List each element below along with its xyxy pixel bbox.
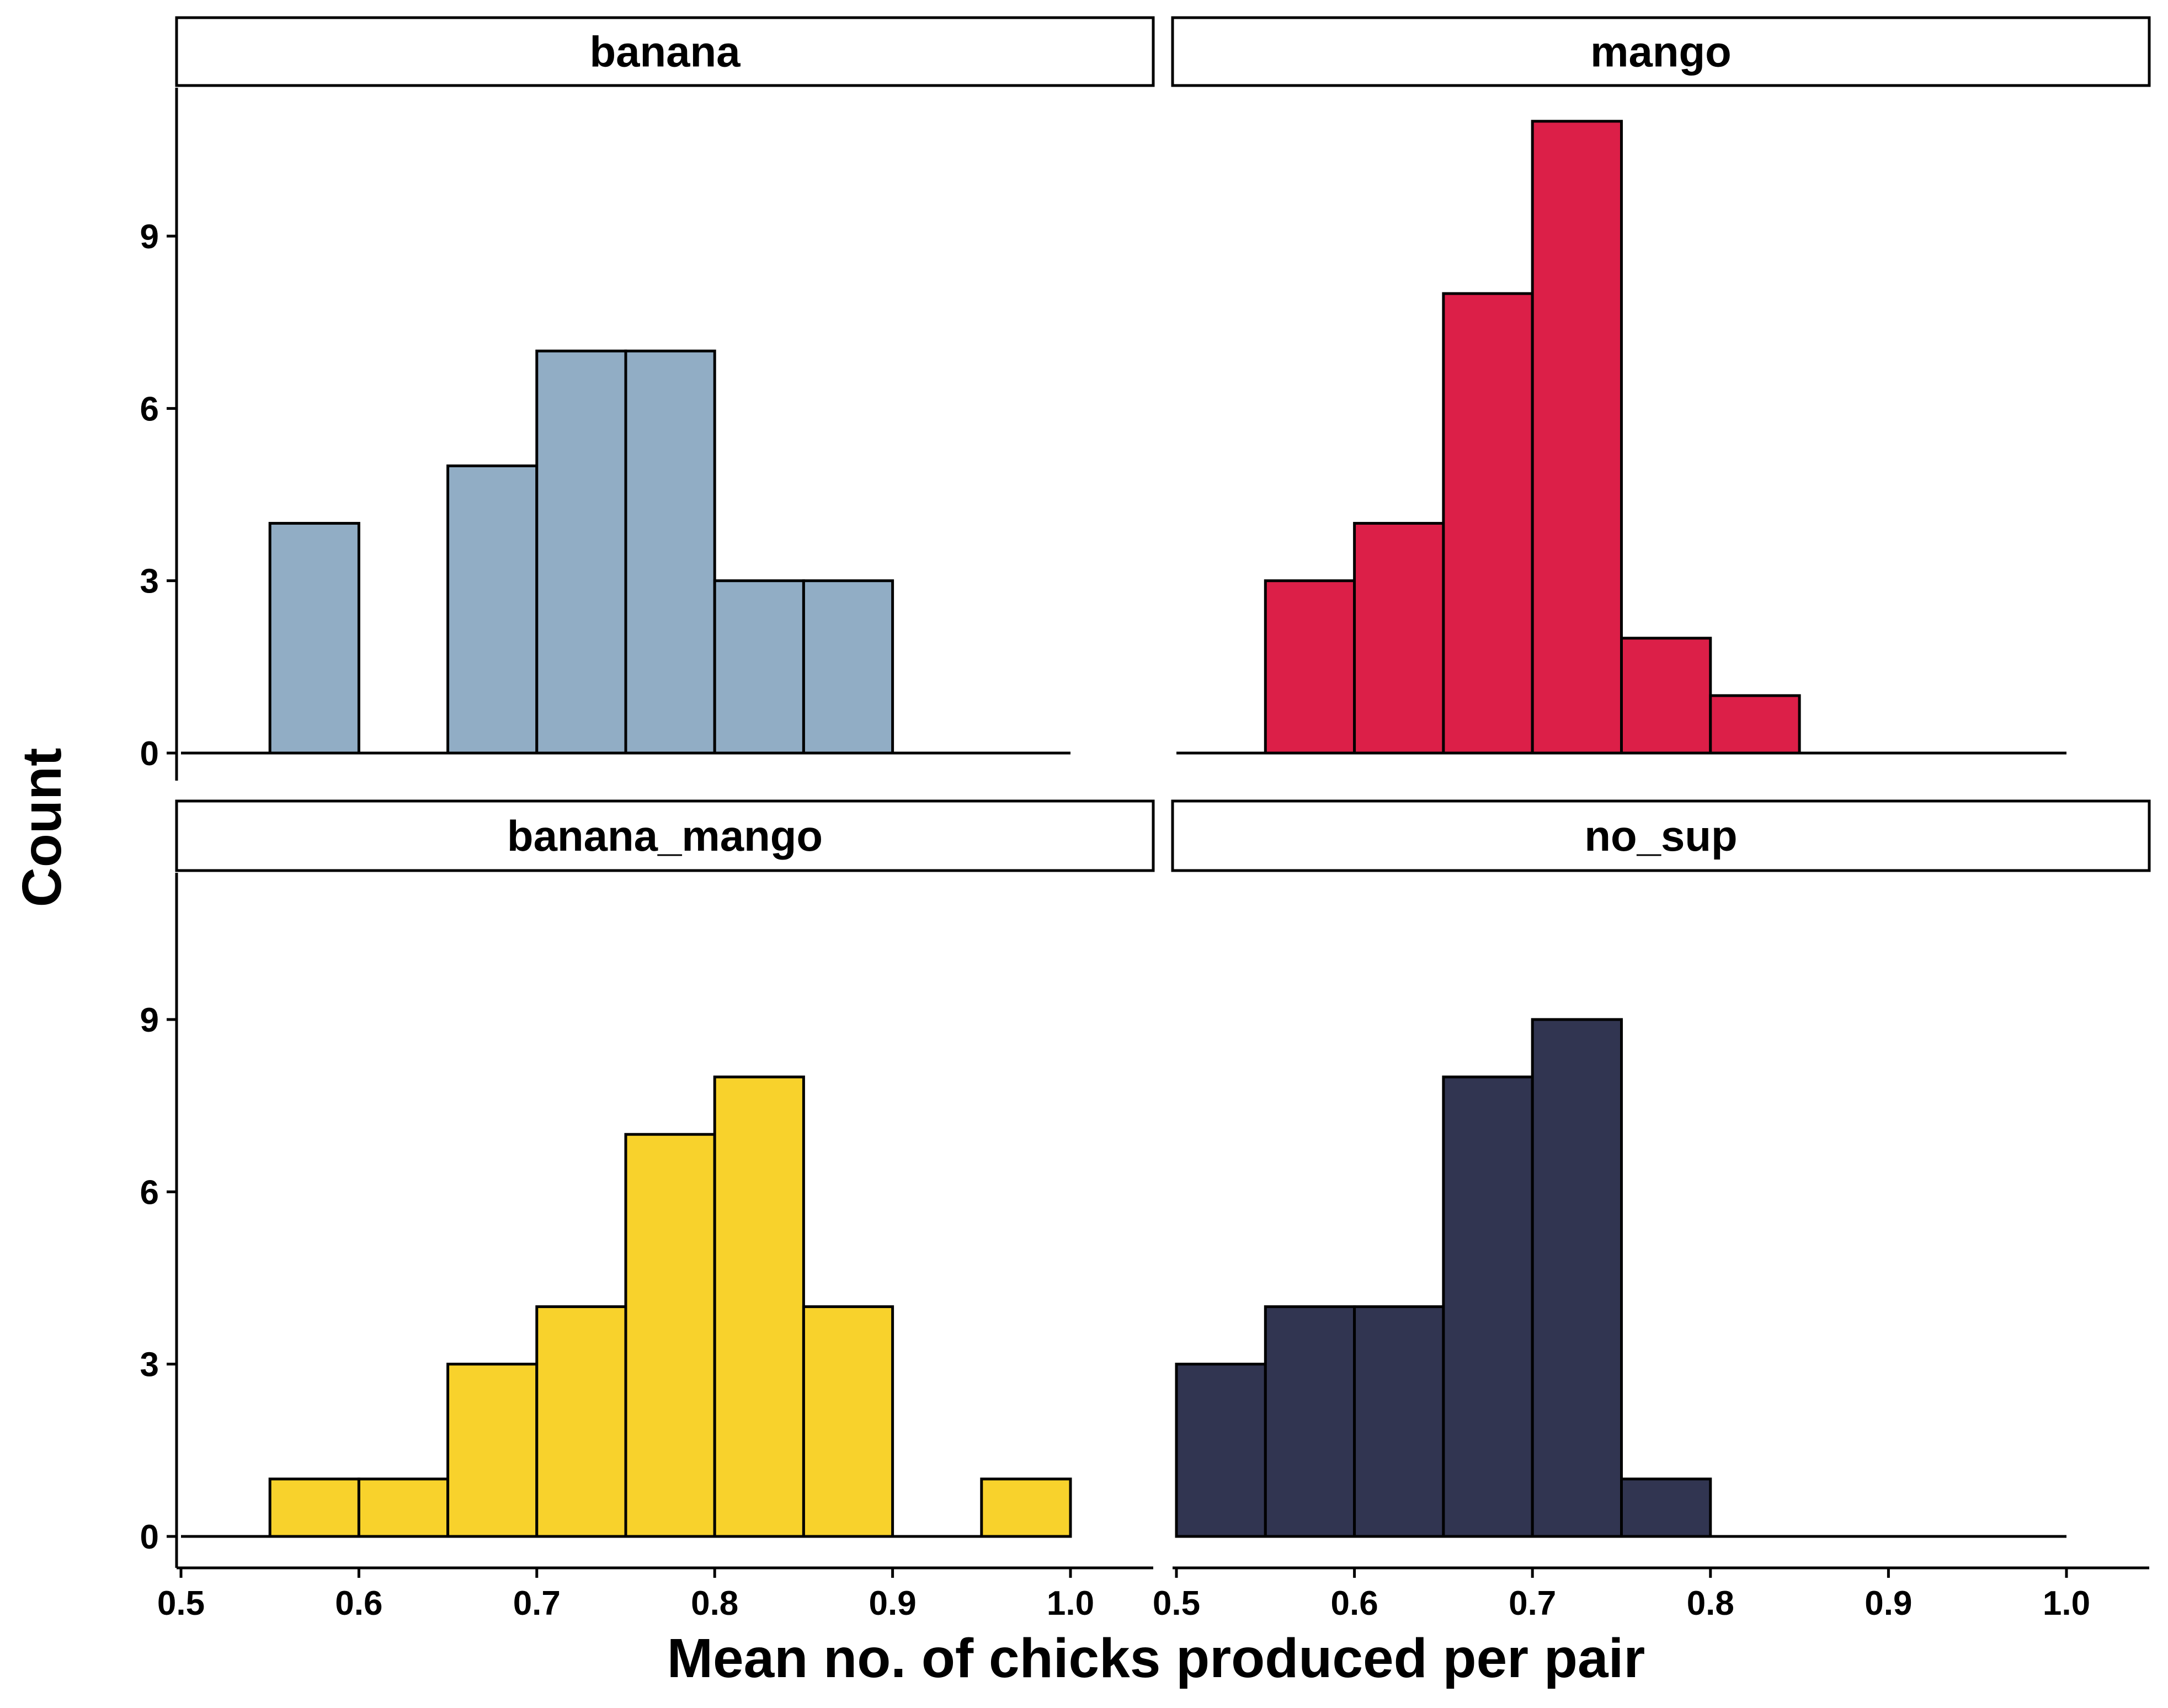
y-tick-label: 6	[140, 390, 159, 428]
y-tick-label: 9	[140, 218, 159, 256]
histogram-bar	[268, 522, 360, 755]
x-tick-label: 0.9	[869, 1584, 916, 1622]
strip-label: banana_mango	[507, 812, 823, 860]
histogram-bar	[713, 579, 805, 755]
y-tick-label: 3	[140, 1346, 159, 1384]
x-tick-label: 0.6	[335, 1584, 382, 1622]
y-tick-label: 0	[140, 735, 159, 773]
x-axis-title: Mean no. of chicks produced per pair	[667, 1627, 1645, 1689]
strip-label: no_sup	[1584, 812, 1737, 860]
x-tick-label: 0.7	[513, 1584, 561, 1622]
facet-panel-banana: banana 0 3 6 9	[140, 16, 1155, 781]
y-axis-title: Count	[11, 748, 73, 908]
histogram-bar	[624, 349, 716, 755]
histogram-bar	[802, 1305, 894, 1538]
histogram-bar	[357, 1477, 450, 1538]
histogram-bar	[980, 1477, 1072, 1538]
facet-panel-banana-mango: banana_mango 0 3 6 9 0.5 0.6 0.7 0.8 0.9 1.0	[140, 799, 1155, 1622]
histogram-bar	[535, 349, 627, 755]
histogram-bar	[1531, 120, 1623, 755]
histogram-bar	[1531, 1018, 1623, 1538]
histogram-bar	[713, 1075, 805, 1538]
histogram-bar	[1175, 1363, 1267, 1538]
strip-label: banana	[589, 28, 741, 76]
y-tick-label: 6	[140, 1173, 159, 1211]
histogram-bar	[535, 1305, 627, 1538]
y-tick-label: 3	[140, 563, 159, 601]
histogram-bar	[446, 1363, 539, 1538]
x-tick-label: 0.5	[157, 1584, 205, 1622]
histogram-bar	[802, 579, 894, 755]
x-tick-label: 1.0	[2043, 1584, 2090, 1622]
histogram-bar	[446, 464, 539, 755]
histogram-bar	[1264, 1305, 1356, 1538]
facet-panel-no-sup: no_sup 0.5 0.6 0.7 0.8 0.9 1.0	[1153, 799, 2151, 1622]
x-tick-label: 0.9	[1865, 1584, 1912, 1622]
histogram-bar	[1442, 1075, 1534, 1538]
x-tick-label: 1.0	[1047, 1584, 1094, 1622]
x-tick-label: 0.7	[1509, 1584, 1556, 1622]
strip-box	[1171, 799, 2151, 872]
facet-panels: banana 0 3 6 9 mango banana_mango 0 3 6 9 0.5 0.6 0.7…	[140, 16, 2151, 1622]
x-tick-label: 0.5	[1153, 1584, 1200, 1622]
histogram-bar	[1620, 1477, 1712, 1538]
y-tick-label: 9	[140, 1001, 159, 1039]
strip-label: mango	[1590, 28, 1732, 76]
histogram-bar	[268, 1477, 360, 1538]
x-tick-label: 0.8	[691, 1584, 738, 1622]
histogram-bar	[1353, 522, 1445, 755]
facet-panel-mango: mango	[1171, 16, 2151, 755]
strip-box	[1171, 16, 2151, 87]
y-tick-label: 0	[140, 1518, 159, 1556]
histogram-bar	[1442, 292, 1534, 755]
histogram-bar	[1264, 579, 1356, 755]
histogram-bar	[624, 1133, 716, 1538]
histogram-bar	[1353, 1305, 1445, 1538]
strip-box	[175, 799, 1155, 872]
x-tick-label: 0.6	[1330, 1584, 1378, 1622]
histogram-bar	[1709, 694, 1801, 755]
x-tick-label: 0.8	[1687, 1584, 1734, 1622]
histogram-bar	[1620, 637, 1712, 755]
strip-box	[175, 16, 1155, 87]
